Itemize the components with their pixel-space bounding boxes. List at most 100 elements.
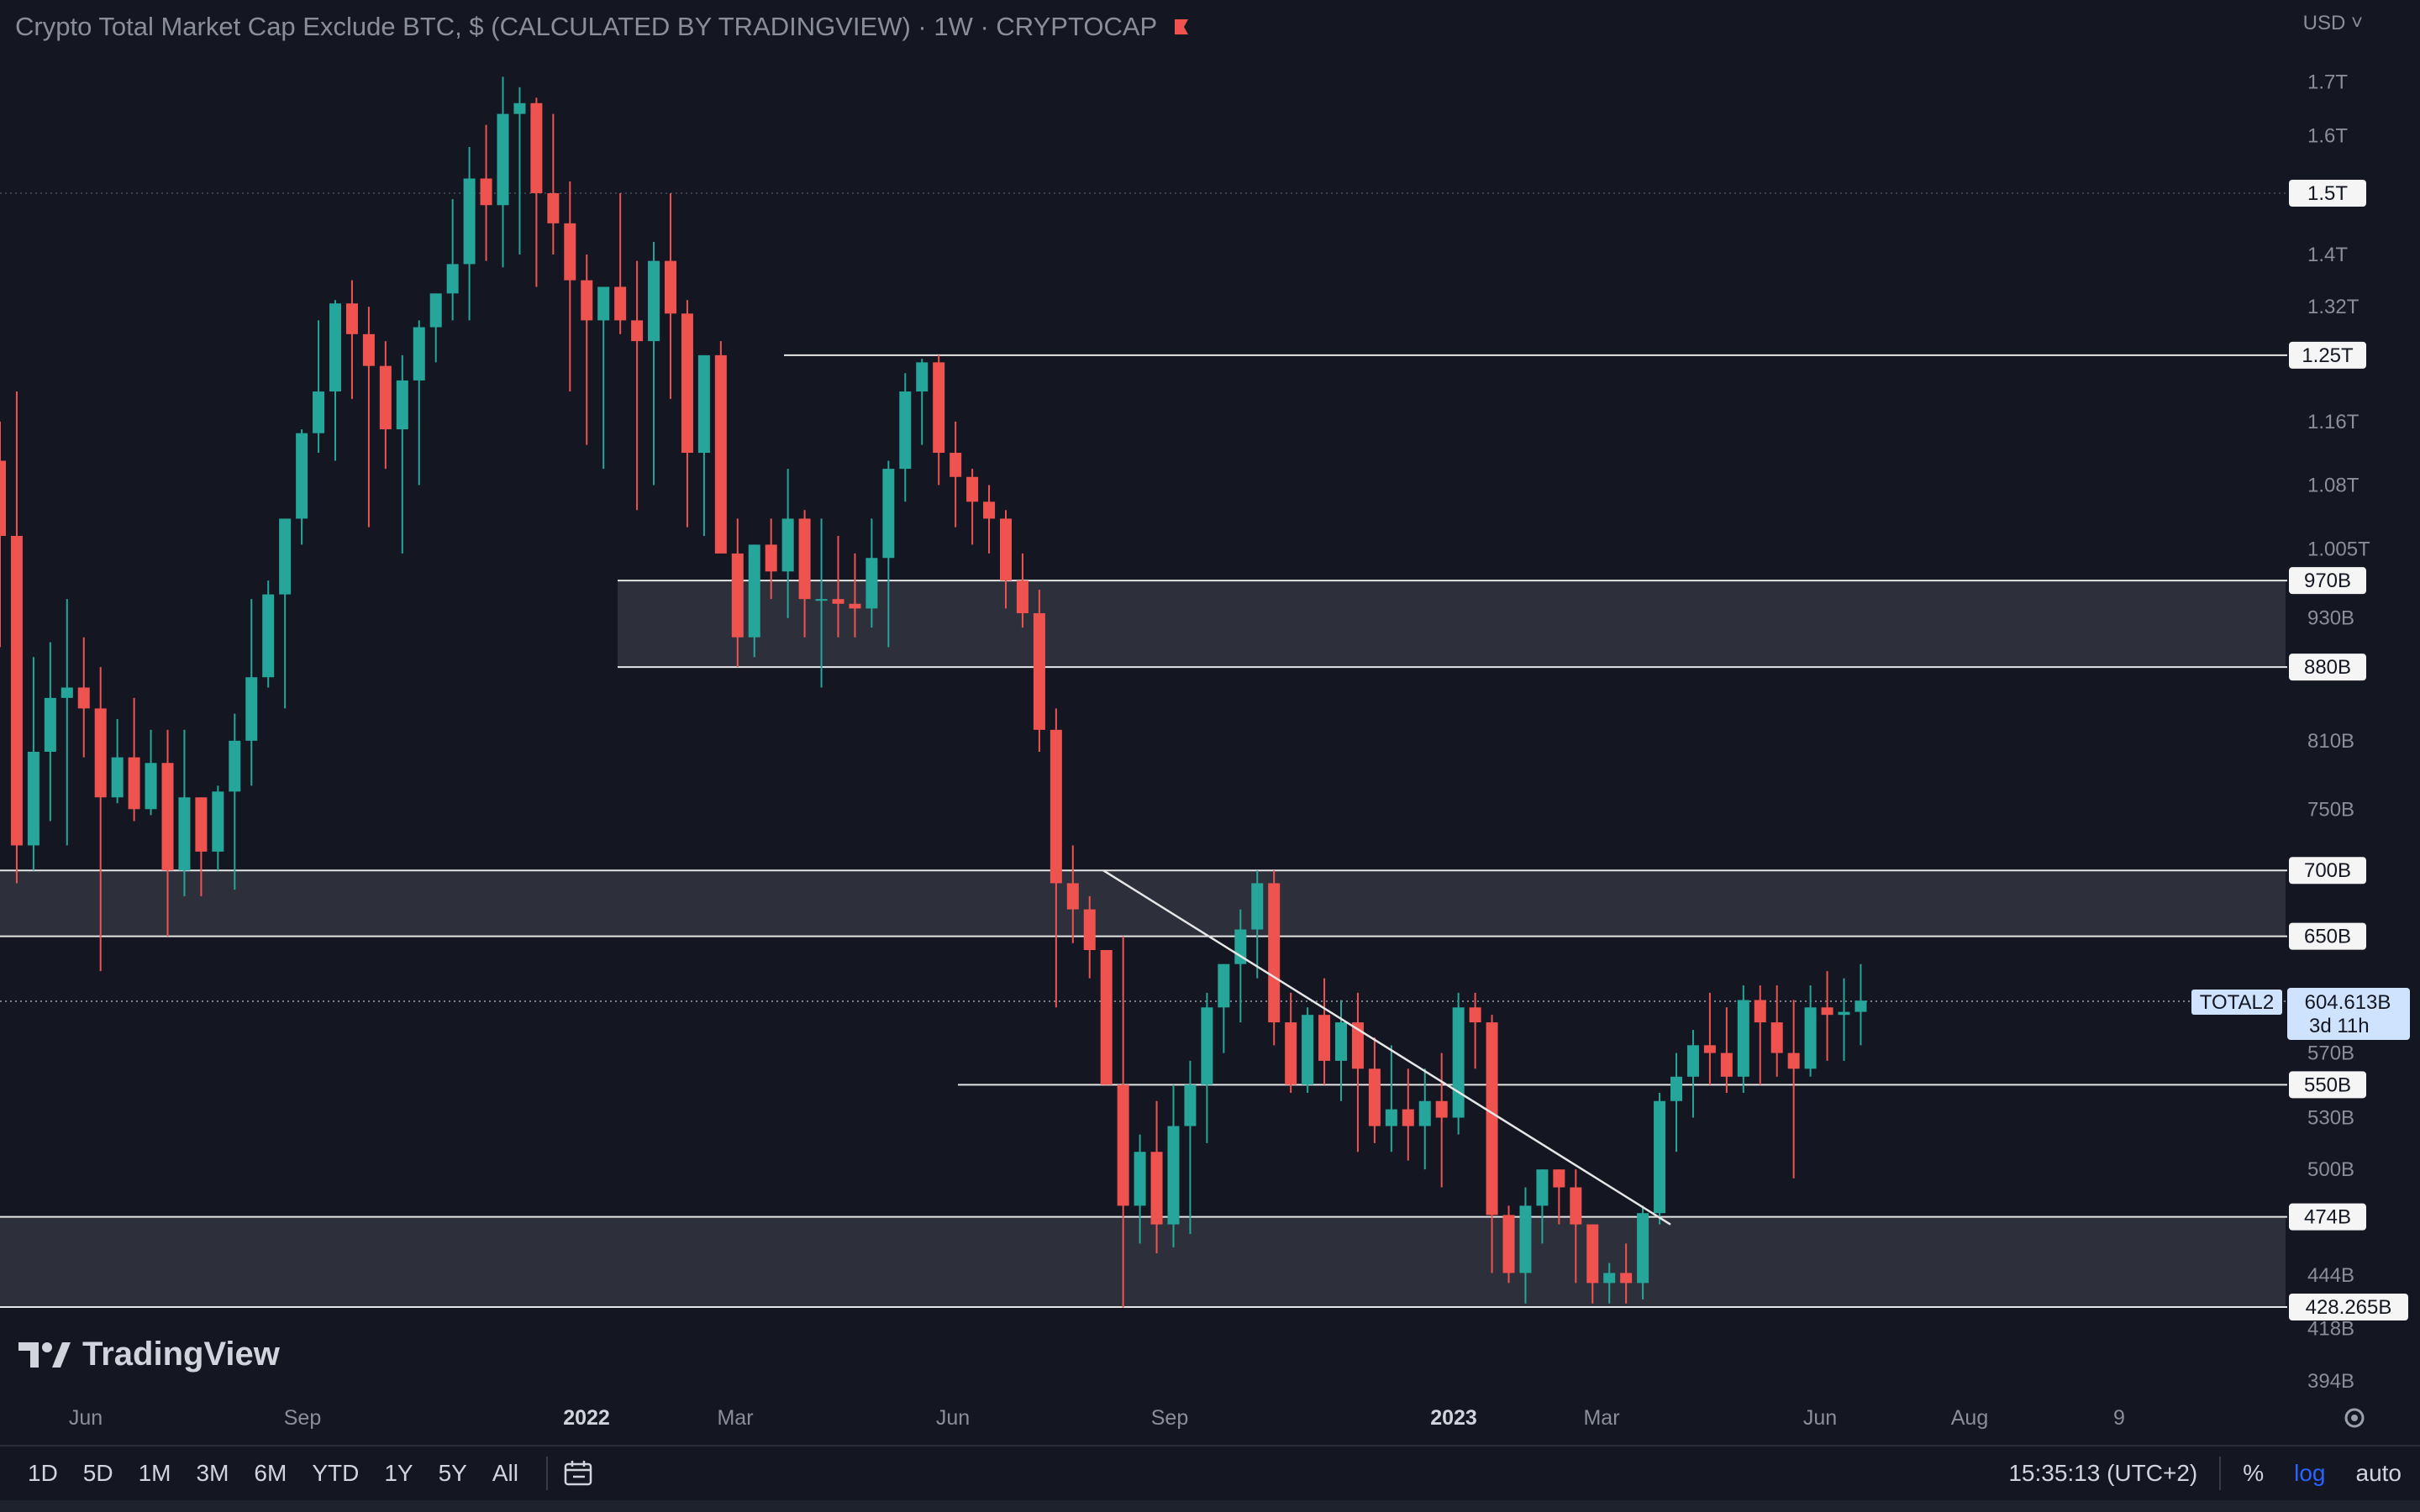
candle xyxy=(345,280,358,399)
candle-body xyxy=(614,286,627,321)
candle-body xyxy=(1418,1100,1431,1126)
price-tick: 1.005T xyxy=(2307,538,2370,561)
candle-body xyxy=(1100,950,1113,1085)
percent-scale-toggle[interactable]: % xyxy=(2243,1460,2265,1486)
candle xyxy=(1821,971,1833,1061)
log-scale-toggle[interactable]: log xyxy=(2294,1460,2326,1486)
candle-body xyxy=(1000,518,1012,581)
price-tick: 750B xyxy=(2307,798,2354,821)
level-tag xyxy=(2289,654,2366,681)
candle-body xyxy=(329,303,341,392)
candle-body xyxy=(396,380,408,430)
candle-body xyxy=(10,535,23,846)
candle xyxy=(1201,992,1213,1143)
candle-body xyxy=(665,260,676,314)
candle xyxy=(1033,590,1045,752)
candle-body xyxy=(681,313,693,454)
price-axis: 1.7T 1.6T 1.4T 1.32T 1.16T 1.08T 1.005T 930B 810… xyxy=(2307,71,2370,1394)
candle xyxy=(1686,1030,1699,1118)
candle-body xyxy=(1838,1011,1850,1016)
timeframe-button-all[interactable]: All xyxy=(492,1460,518,1486)
candle-body xyxy=(1620,1273,1633,1284)
level-tag xyxy=(2289,857,2366,885)
candle xyxy=(1838,978,1850,1061)
candle xyxy=(547,113,560,255)
candle xyxy=(245,599,258,786)
clock-timezone[interactable]: 15:35:13 (UTC+2) xyxy=(2008,1460,2198,1486)
timeframe-button-6m[interactable]: 6M xyxy=(254,1460,287,1486)
timeframe-button-1m[interactable]: 1M xyxy=(138,1460,171,1486)
candle-body xyxy=(313,391,325,433)
timeframe-button-1y[interactable]: 1Y xyxy=(384,1460,413,1486)
candle-body xyxy=(513,102,526,114)
candle xyxy=(1066,845,1079,943)
candle-body xyxy=(1570,1187,1582,1225)
candle xyxy=(1351,992,1364,1152)
candle xyxy=(1418,1068,1431,1170)
level-tag-label: 428.265B xyxy=(2306,1296,2392,1319)
candle-body xyxy=(530,102,543,193)
candle-body xyxy=(1754,1000,1766,1023)
price-tick: 570B xyxy=(2307,1042,2354,1065)
candle xyxy=(581,254,593,445)
candle xyxy=(648,241,660,486)
price-tick: 418B xyxy=(2307,1318,2354,1341)
candle-body xyxy=(1368,1068,1381,1126)
candle-body xyxy=(631,320,644,342)
candlestick-series xyxy=(0,76,1867,1308)
candle-body xyxy=(429,293,442,328)
candle-body xyxy=(882,469,895,559)
candle-body xyxy=(1335,1022,1347,1061)
candle-body xyxy=(1654,1100,1666,1214)
time-tick: Sep xyxy=(1151,1406,1188,1430)
timeframe-button-1d[interactable]: 1D xyxy=(28,1460,58,1486)
timeframe-button-ytd[interactable]: YTD xyxy=(312,1460,360,1486)
trendline xyxy=(1102,869,1671,1226)
price-tick: 530B xyxy=(2307,1107,2354,1130)
candle-body xyxy=(262,594,275,678)
candle-body xyxy=(899,391,912,470)
candle-body xyxy=(815,599,828,601)
candle-body xyxy=(1854,1000,1867,1012)
bottom-toolbar: 1D 5D 1M 3M 6M YTD 1Y 5Y All 15:35:13 (UTC+2) % … xyxy=(0,1445,2420,1500)
auto-scale-toggle[interactable]: auto xyxy=(2355,1460,2402,1486)
candle-body xyxy=(1184,1084,1197,1126)
candle xyxy=(1117,936,1129,1308)
candle-body xyxy=(1134,1152,1146,1206)
candle-body xyxy=(345,303,358,334)
candle-body xyxy=(648,260,660,342)
flag-icon[interactable] xyxy=(1172,18,1191,36)
timeframe-button-3m[interactable]: 3M xyxy=(196,1460,229,1486)
candle xyxy=(665,193,676,399)
candle-body xyxy=(161,763,174,871)
timeframe-button-5d[interactable]: 5D xyxy=(82,1460,113,1486)
calendar-range-icon[interactable] xyxy=(563,1459,595,1488)
timeframe-button-5y[interactable]: 5Y xyxy=(438,1460,467,1486)
candle xyxy=(1050,708,1062,1008)
candle xyxy=(1318,978,1331,1085)
candle-body xyxy=(480,178,492,206)
candle xyxy=(1553,1169,1565,1225)
candle xyxy=(597,286,610,470)
candle-body xyxy=(195,797,208,852)
candle-body xyxy=(1251,883,1264,930)
support-resistance-zones xyxy=(0,580,2286,1307)
zone-band xyxy=(0,870,2286,937)
level-tag xyxy=(2289,1203,2366,1231)
candle xyxy=(60,599,73,846)
candle xyxy=(446,199,459,321)
currency-selector[interactable]: USD ˅ xyxy=(2303,12,2363,35)
settings-gear-icon xyxy=(2344,1408,2365,1428)
candle xyxy=(296,429,308,545)
candle-body xyxy=(1218,963,1230,1008)
candle xyxy=(413,320,425,486)
candle xyxy=(933,354,945,486)
horizontal-levels xyxy=(0,354,2287,1308)
candle-body xyxy=(0,460,6,536)
candle xyxy=(1502,1205,1515,1284)
candle xyxy=(966,469,979,545)
candle-body xyxy=(1016,580,1028,614)
candle xyxy=(1335,1000,1347,1101)
candle xyxy=(1536,1169,1549,1244)
